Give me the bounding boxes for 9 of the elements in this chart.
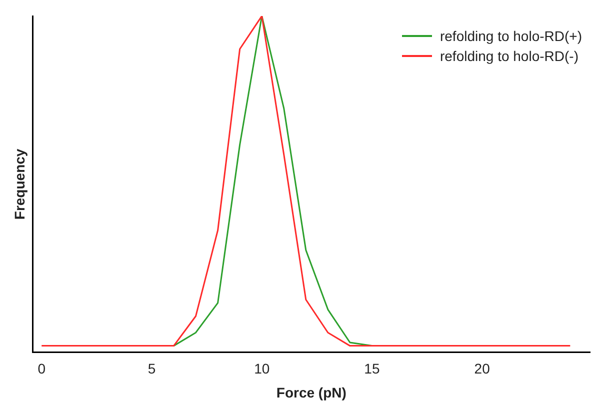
x-tick-label: 10 (254, 360, 270, 377)
x-tick-label: 15 (364, 360, 380, 377)
x-axis-title: Force (pN) (276, 384, 346, 400)
y-axis-title: Frequency (11, 148, 28, 220)
x-tick-label: 0 (38, 360, 46, 377)
x-tick-label: 5 (148, 360, 156, 377)
x-tick-label: 20 (474, 360, 490, 377)
legend-label: refolding to holo-RD(+) (440, 27, 582, 46)
legend-label: refolding to holo-RD(-) (440, 47, 578, 66)
